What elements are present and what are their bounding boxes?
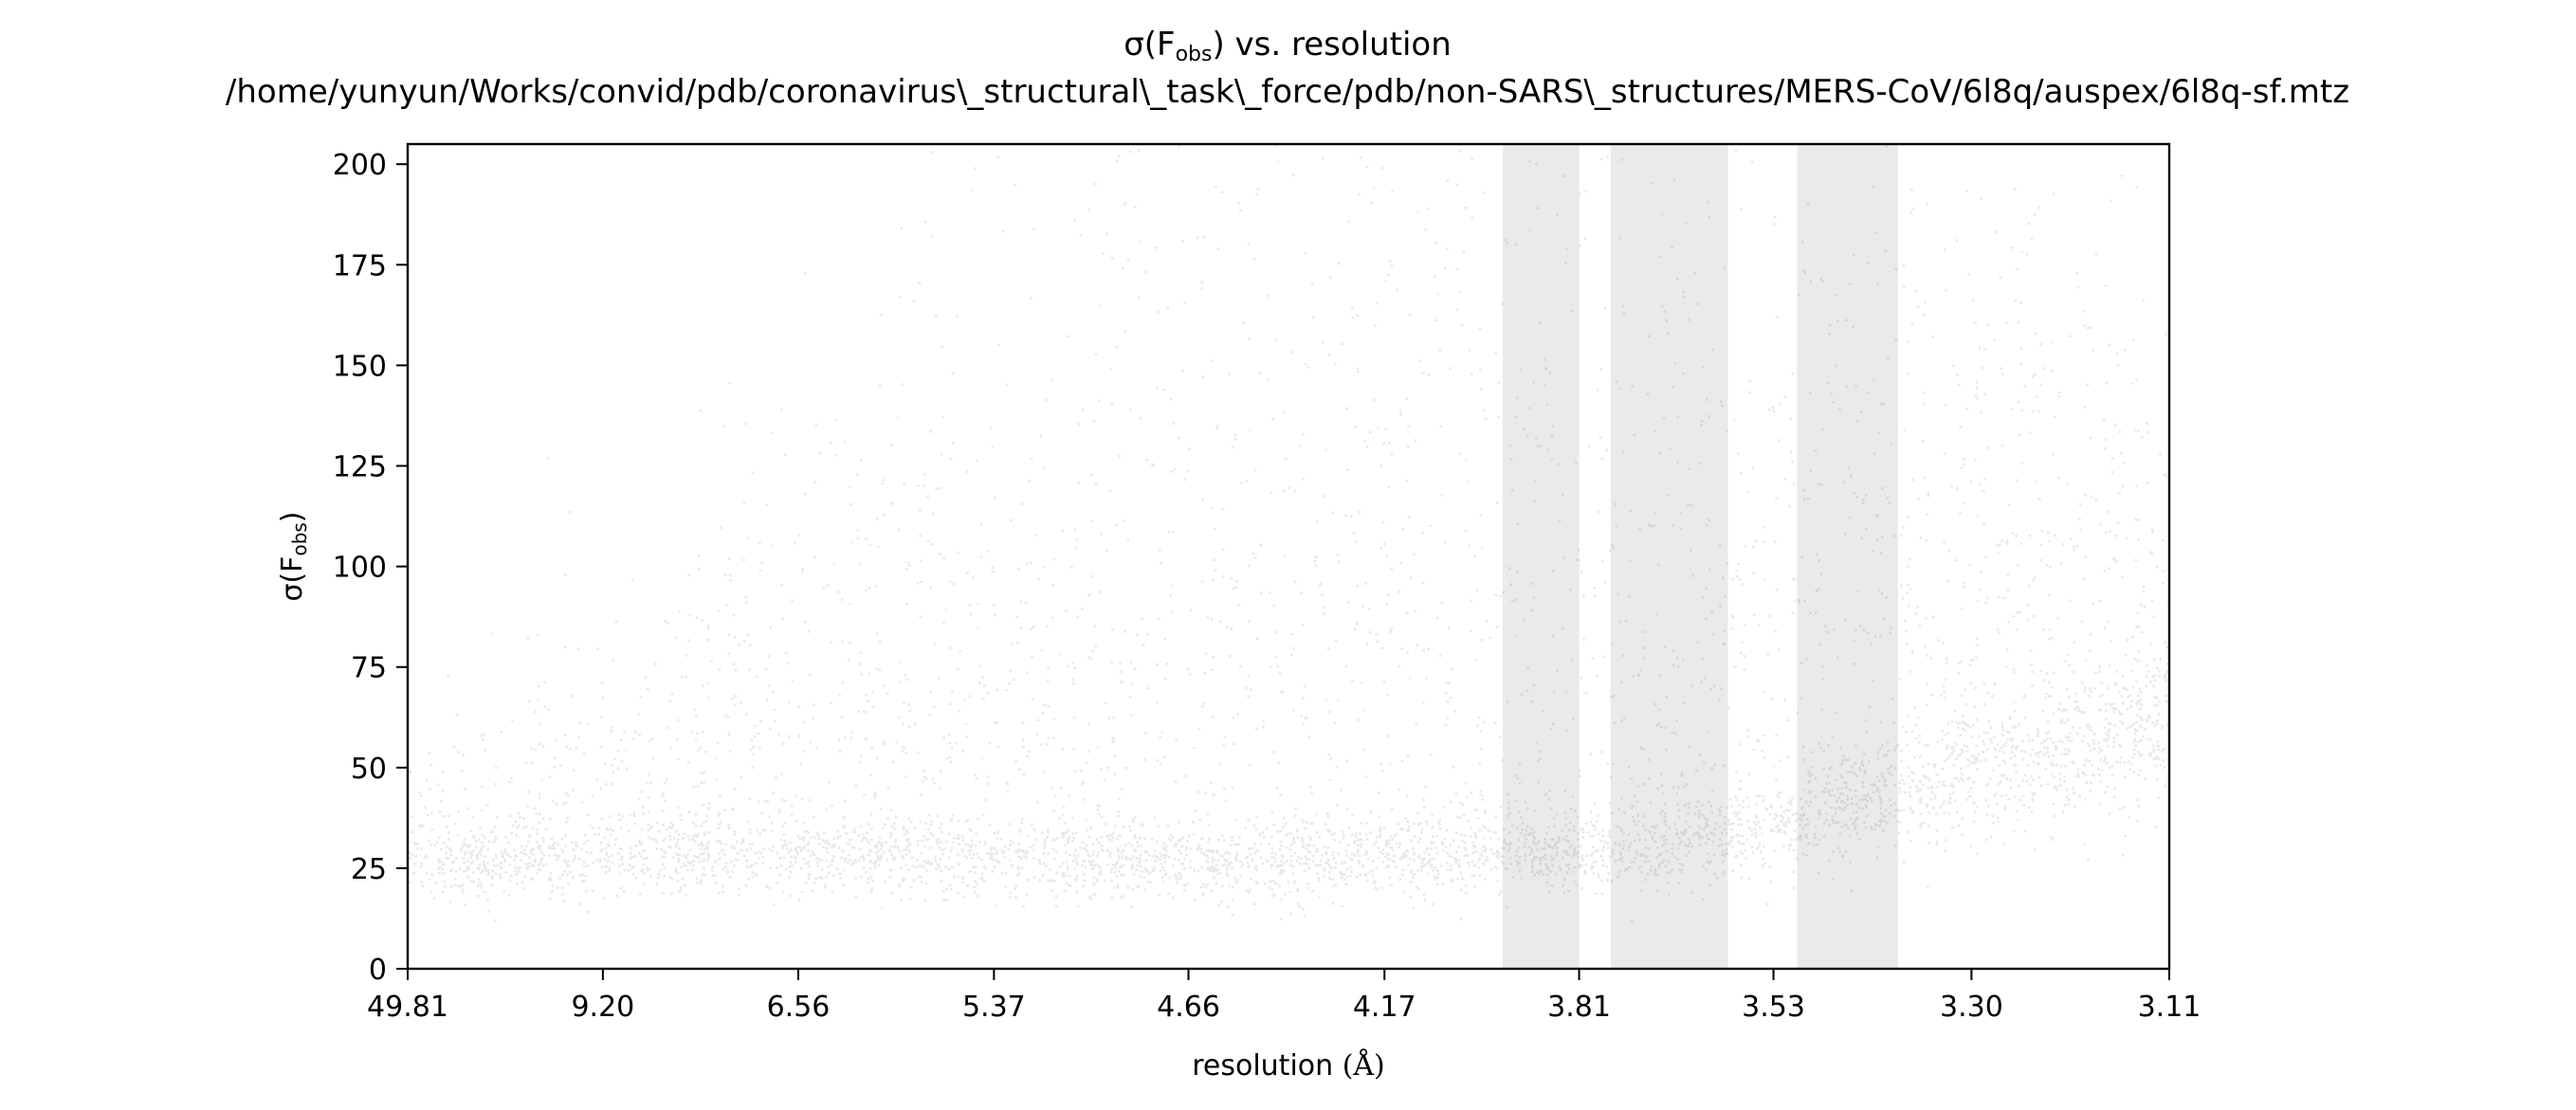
y-tick-label: 0 bbox=[369, 954, 387, 987]
x-tick-label: 3.30 bbox=[1940, 991, 2003, 1024]
y-tick-label: 50 bbox=[351, 753, 387, 786]
x-axis-label: resolution (Å) bbox=[1192, 1048, 1385, 1083]
x-axis-ticks: 49.81 9.20 6.56 5.37 4.66 4.17 3.81 3.53 3.30 3.1… bbox=[367, 969, 2201, 1024]
x-tick-label: 4.66 bbox=[1157, 991, 1220, 1024]
x-axis-label-unit: (Å) bbox=[1343, 1048, 1385, 1083]
shaded-band-1 bbox=[1503, 144, 1580, 969]
y-tick-label: 200 bbox=[333, 149, 387, 182]
plot-frame bbox=[408, 144, 2169, 969]
x-tick-label: 5.37 bbox=[962, 991, 1026, 1024]
shaded-band-2 bbox=[1611, 144, 1728, 969]
x-tick-label: 6.56 bbox=[767, 991, 831, 1024]
x-tick-label: 3.81 bbox=[1547, 991, 1611, 1024]
y-axis-ticks: 0 25 50 75 100 125 150 175 200 bbox=[333, 149, 408, 987]
y-axis-label-rest: ) bbox=[276, 511, 309, 522]
x-axis-label-text: resolution bbox=[1192, 1049, 1342, 1083]
title-subscript: obs bbox=[1176, 43, 1213, 66]
chart-title: σ(Fobs) vs. resolution bbox=[1124, 26, 1452, 66]
x-tick-label: 4.17 bbox=[1353, 991, 1416, 1024]
y-axis-label-sigma: σ(F bbox=[276, 556, 309, 602]
y-tick-label: 75 bbox=[351, 652, 387, 685]
y-tick-label: 25 bbox=[351, 853, 387, 886]
y-axis-label-subscript: obs bbox=[288, 522, 311, 555]
x-tick-label: 3.53 bbox=[1742, 991, 1805, 1024]
chart-subtitle: /home/yunyun/Works/convid/pdb/coronaviru… bbox=[226, 73, 2349, 111]
y-tick-label: 150 bbox=[333, 350, 387, 383]
scatter-point-cloud bbox=[408, 144, 2171, 922]
y-tick-label: 175 bbox=[333, 249, 387, 282]
y-axis-label: σ(Fobs) bbox=[276, 511, 311, 601]
x-tick-label: 49.81 bbox=[367, 991, 448, 1024]
x-tick-label: 9.20 bbox=[571, 991, 634, 1024]
title-sigma: σ(F bbox=[1124, 26, 1175, 64]
plot-area bbox=[408, 144, 2171, 969]
scatter-points bbox=[408, 144, 2171, 922]
shaded-band-3 bbox=[1797, 144, 1897, 969]
y-tick-label: 125 bbox=[333, 451, 387, 484]
x-tick-label: 3.11 bbox=[2138, 991, 2201, 1024]
y-tick-label: 100 bbox=[333, 552, 387, 585]
title-rest: ) vs. resolution bbox=[1212, 26, 1451, 64]
